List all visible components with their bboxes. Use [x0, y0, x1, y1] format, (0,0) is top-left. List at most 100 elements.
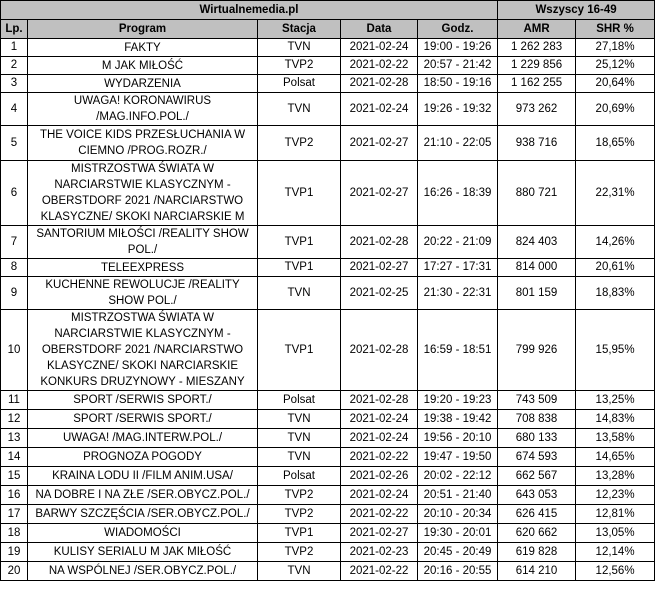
cell-station: TVN — [257, 276, 341, 310]
cell-amr: 619 828 — [497, 542, 577, 562]
cell-program: SANTORIUM MIŁOŚCI /REALITY SHOW POL./ — [27, 225, 258, 259]
cell-amr: 626 415 — [497, 504, 577, 524]
cell-program: SPORT /SERWIS SPORT./ — [27, 390, 258, 410]
cell-date: 2021-02-28 — [340, 309, 418, 391]
cell-lp: 15 — [0, 466, 28, 486]
cell-shr: 12,81% — [575, 504, 655, 524]
cell-lp: 3 — [0, 74, 28, 93]
cell-time: 20:45 - 20:49 — [416, 542, 499, 562]
table-row: 5 THE VOICE KIDS PRZESŁUCHANIA W CIEMNO /… — [0, 125, 655, 161]
table-row: 17 BARWY SZCZĘŚCIA /SER.OBYCZ.POL./TVP2 20… — [0, 504, 655, 524]
cell-program: MISTRZOSTWA ŚWIATA W NARCIARSTWIE KLASYC… — [27, 160, 258, 226]
cell-program: THE VOICE KIDS PRZESŁUCHANIA W CIEMNO /P… — [27, 125, 258, 161]
cell-program: UWAGA! KORONAWIRUS /MAG.INFO.POL./ — [27, 92, 258, 126]
cell-program: KULISY SERIALU M JAK MIŁOŚĆ — [27, 542, 258, 562]
cell-amr: 680 133 — [497, 428, 577, 448]
cell-station: TVN — [257, 428, 341, 448]
cell-station: Polsat — [257, 74, 341, 93]
cell-time: 19:38 - 19:42 — [416, 409, 499, 429]
cell-station: TVN — [257, 447, 341, 467]
cell-station: TVN — [257, 409, 341, 429]
cell-time: 21:10 - 22:05 — [416, 125, 499, 161]
cell-lp: 2 — [0, 56, 28, 75]
cell-station: TVP2 — [257, 485, 341, 505]
cell-station: TVP1 — [257, 258, 341, 277]
table-row: 18 WIADOMOŚCI TVP1 2021-02-27 19:30 - 20:01 6… — [0, 523, 655, 543]
cell-station: TVN — [257, 38, 341, 57]
table-row: 13 UWAGA! /MAG.INTERW.POL./TVN 2021-02-24 1… — [0, 428, 655, 448]
cell-time: 16:26 - 18:39 — [416, 160, 499, 226]
cell-program: NA DOBRE I NA ZŁE /SER.OBYCZ.POL./ — [27, 485, 258, 505]
col-lp: Lp. — [0, 19, 28, 39]
cell-shr: 18,65% — [575, 125, 655, 161]
cell-lp: 6 — [0, 160, 28, 226]
table-row: 12 SPORT /SERWIS SPORT./TVN 2021-02-24 19:3… — [0, 409, 655, 429]
cell-shr: 15,95% — [575, 309, 655, 391]
cell-shr: 27,18% — [575, 38, 655, 57]
cell-date: 2021-02-24 — [340, 409, 418, 429]
cell-shr: 13,58% — [575, 428, 655, 448]
cell-date: 2021-02-24 — [340, 92, 418, 126]
cell-lp: 14 — [0, 447, 28, 467]
table-row: 11 SPORT /SERWIS SPORT./Polsat 2021-02-28 1… — [0, 390, 655, 410]
title-row: Wirtualnemedia.pl Wszyscy 16-49 — [0, 0, 655, 20]
cell-lp: 1 — [0, 38, 28, 57]
cell-station: TVP2 — [257, 56, 341, 75]
cell-amr: 1 262 283 — [497, 38, 577, 57]
table-row: 20 NA WSPÓLNEJ /SER.OBYCZ.POL./TVN 2021-02… — [0, 561, 655, 581]
cell-time: 20:02 - 22:12 — [416, 466, 499, 486]
col-date: Data — [340, 19, 418, 39]
cell-shr: 20,61% — [575, 258, 655, 277]
cell-lp: 4 — [0, 92, 28, 126]
table-row: 7 SANTORIUM MIŁOŚCI /REALITY SHOW POL./TV… — [0, 225, 655, 259]
table-row: 1 FAKTY TVN 2021-02-24 19:00 - 19:26 1 262 28… — [0, 38, 655, 57]
cell-station: TVP1 — [257, 225, 341, 259]
cell-program: TELEEXPRESS — [27, 258, 258, 277]
group-header: Wszyscy 16-49 — [497, 0, 655, 20]
cell-time: 19:56 - 20:10 — [416, 428, 499, 448]
table-row: 6 MISTRZOSTWA ŚWIATA W NARCIARSTWIE KLASY… — [0, 160, 655, 226]
cell-lp: 13 — [0, 428, 28, 448]
cell-time: 19:20 - 19:23 — [416, 390, 499, 410]
cell-time: 19:47 - 19:50 — [416, 447, 499, 467]
cell-program: SPORT /SERWIS SPORT./ — [27, 409, 258, 429]
cell-date: 2021-02-26 — [340, 466, 418, 486]
cell-program: BARWY SZCZĘŚCIA /SER.OBYCZ.POL./ — [27, 504, 258, 524]
table-row: 4 UWAGA! KORONAWIRUS /MAG.INFO.POL./TVN 20… — [0, 92, 655, 126]
cell-program: KUCHENNE REWOLUCJE /REALITY SHOW POL./ — [27, 276, 258, 310]
cell-station: TVN — [257, 561, 341, 581]
cell-amr: 662 567 — [497, 466, 577, 486]
cell-amr: 938 716 — [497, 125, 577, 161]
cell-program: MISTRZOSTWA ŚWIATA W NARCIARSTWIE KLASYC… — [27, 309, 258, 391]
cell-time: 19:30 - 20:01 — [416, 523, 499, 543]
col-amr: AMR — [497, 19, 577, 39]
cell-amr: 674 593 — [497, 447, 577, 467]
cell-program: PROGNOZA POGODY — [27, 447, 258, 467]
cell-shr: 13,05% — [575, 523, 655, 543]
cell-shr: 13,28% — [575, 466, 655, 486]
cell-amr: 643 053 — [497, 485, 577, 505]
source-header: Wirtualnemedia.pl — [0, 0, 499, 20]
cell-station: TVP2 — [257, 542, 341, 562]
cell-time: 17:27 - 17:31 — [416, 258, 499, 277]
cell-date: 2021-02-28 — [340, 390, 418, 410]
cell-date: 2021-02-22 — [340, 561, 418, 581]
cell-amr: 973 262 — [497, 92, 577, 126]
ratings-table: Wirtualnemedia.pl Wszyscy 16-49 Lp. Prog… — [0, 0, 655, 581]
cell-lp: 11 — [0, 390, 28, 410]
cell-amr: 620 662 — [497, 523, 577, 543]
table-row: 10 MISTRZOSTWA ŚWIATA W NARCIARSTWIE KLAS… — [0, 309, 655, 391]
cell-shr: 14,65% — [575, 447, 655, 467]
cell-shr: 14,26% — [575, 225, 655, 259]
table-row: 15 KRAINA LODU II /FILM ANIM.USA/Polsat 20… — [0, 466, 655, 486]
cell-date: 2021-02-22 — [340, 447, 418, 467]
col-station: Stacja — [257, 19, 341, 39]
cell-date: 2021-02-28 — [340, 74, 418, 93]
cell-lp: 10 — [0, 309, 28, 391]
cell-amr: 1 229 856 — [497, 56, 577, 75]
cell-date: 2021-02-25 — [340, 276, 418, 310]
cell-shr: 14,83% — [575, 409, 655, 429]
cell-lp: 5 — [0, 125, 28, 161]
cell-program: FAKTY — [27, 38, 258, 57]
cell-date: 2021-02-27 — [340, 125, 418, 161]
